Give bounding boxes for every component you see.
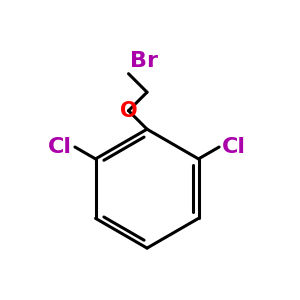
- Text: O: O: [120, 101, 137, 121]
- Text: Cl: Cl: [48, 137, 72, 157]
- Text: Br: Br: [130, 51, 158, 71]
- Text: Cl: Cl: [222, 137, 246, 157]
